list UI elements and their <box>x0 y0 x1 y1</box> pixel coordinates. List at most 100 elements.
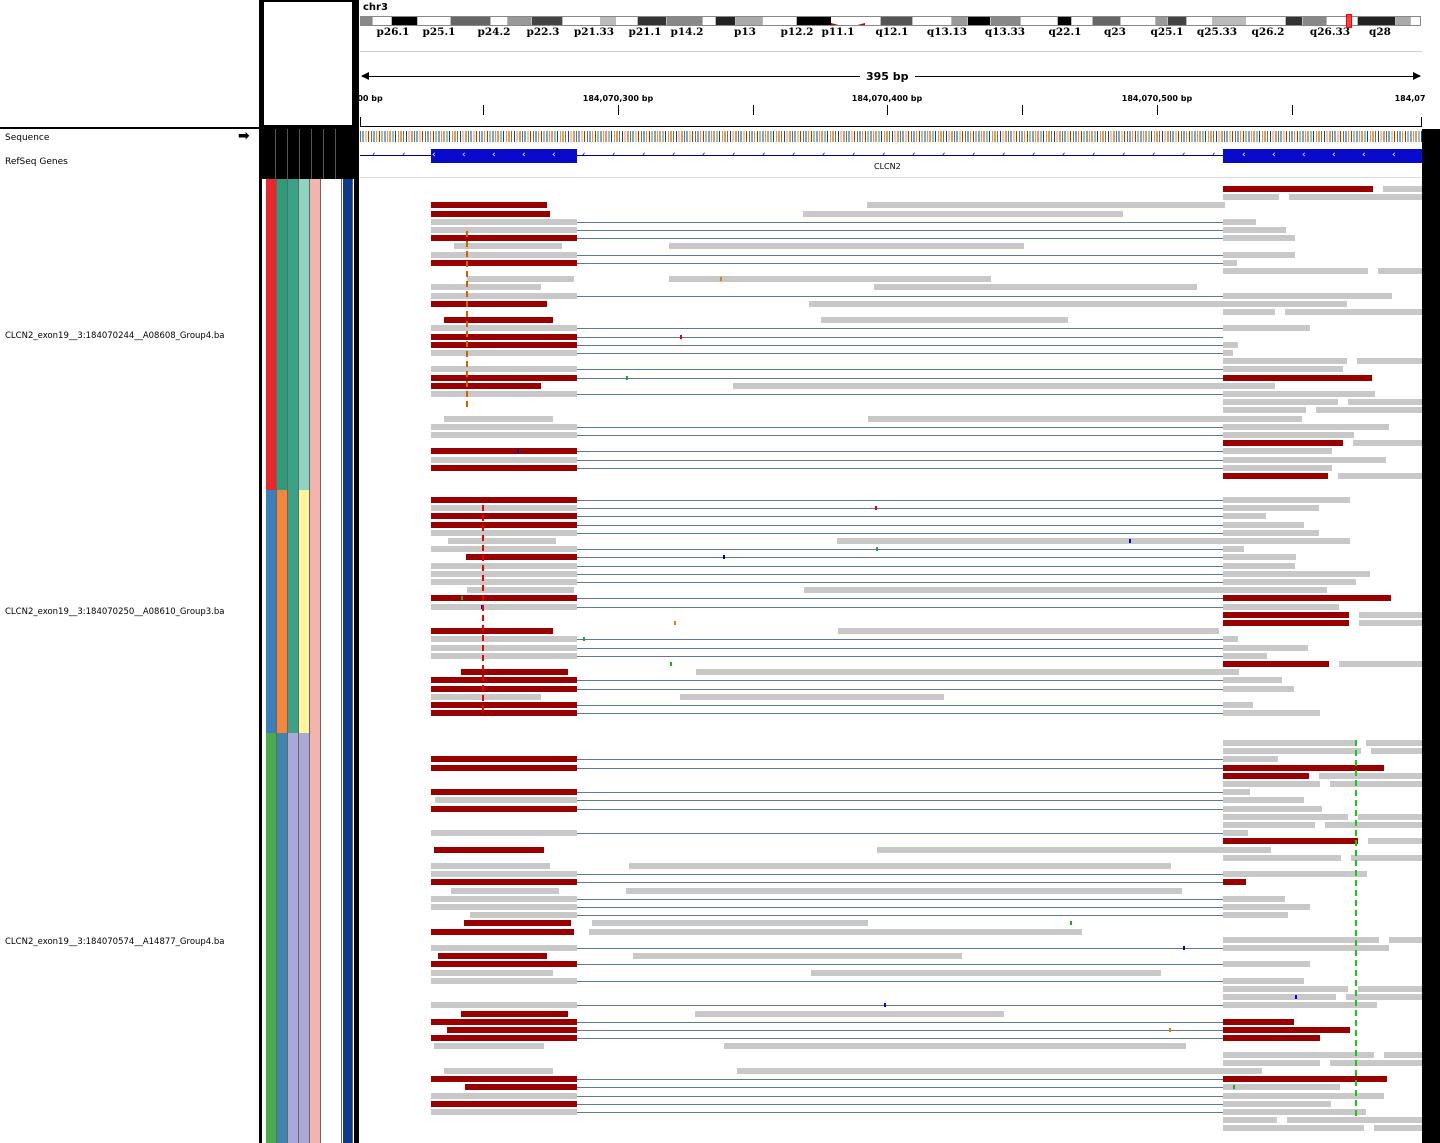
aligned-read[interactable] <box>1223 292 1392 299</box>
attribute-cell[interactable] <box>288 733 299 1143</box>
aligned-read[interactable] <box>431 945 577 951</box>
aligned-read[interactable] <box>1223 912 1288 919</box>
aligned-read[interactable] <box>1223 505 1319 512</box>
aligned-read[interactable] <box>1383 186 1422 192</box>
aligned-read[interactable] <box>1223 781 1320 787</box>
aligned-read[interactable] <box>1371 748 1422 755</box>
aligned-read[interactable] <box>1389 936 1422 943</box>
aligned-read[interactable] <box>431 977 577 984</box>
aligned-read[interactable] <box>1351 854 1422 861</box>
alignment-track-sample-2[interactable] <box>360 497 1422 727</box>
aligned-read[interactable] <box>1223 1051 1374 1058</box>
alignment-track-label-2[interactable]: CLCN2_exon19__3:184070250__A08610_Group3… <box>5 607 225 617</box>
aligned-read[interactable] <box>1223 423 1389 430</box>
aligned-read[interactable] <box>626 887 1182 894</box>
aligned-read[interactable] <box>1223 595 1391 602</box>
aligned-read[interactable] <box>431 928 574 935</box>
aligned-read[interactable] <box>431 456 577 463</box>
aligned-read[interactable] <box>669 243 1024 250</box>
aligned-read[interactable] <box>1223 440 1343 447</box>
aligned-read[interactable] <box>431 961 577 968</box>
aligned-read[interactable] <box>431 764 577 771</box>
aligned-read[interactable] <box>1223 603 1339 610</box>
aligned-read[interactable] <box>1223 391 1375 397</box>
aligned-read[interactable] <box>431 830 577 837</box>
aligned-read[interactable] <box>1223 710 1320 717</box>
aligned-read[interactable] <box>444 317 553 324</box>
aligned-read[interactable] <box>1366 740 1422 746</box>
aligned-read[interactable] <box>868 415 1302 422</box>
alignment-track-sample-3[interactable] <box>360 740 1422 1143</box>
aligned-read[interactable] <box>431 448 577 455</box>
aligned-read[interactable] <box>1223 838 1358 845</box>
aligned-read[interactable] <box>1223 341 1238 348</box>
aligned-read[interactable] <box>1223 235 1295 242</box>
aligned-read[interactable] <box>1223 620 1349 626</box>
aligned-read[interactable] <box>1223 986 1348 992</box>
aligned-read[interactable] <box>1223 661 1329 667</box>
aligned-read[interactable] <box>431 628 553 635</box>
aligned-read[interactable] <box>431 1092 577 1099</box>
aligned-read[interactable] <box>1223 961 1310 968</box>
aligned-read[interactable] <box>1357 358 1422 365</box>
track-label-refseq[interactable]: RefSeq Genes <box>5 157 68 167</box>
aligned-read[interactable] <box>1223 456 1386 463</box>
aligned-read[interactable] <box>1223 879 1246 886</box>
aligned-read[interactable] <box>1223 764 1384 771</box>
aligned-read[interactable] <box>1287 1117 1422 1124</box>
alignment-track-label-3[interactable]: CLCN2_exon19__3:184070574__A14877_Group4… <box>5 937 225 947</box>
aligned-read[interactable] <box>1223 772 1309 779</box>
aligned-read[interactable] <box>1223 822 1315 828</box>
aligned-read[interactable] <box>1223 529 1319 536</box>
aligned-read[interactable] <box>1223 473 1328 479</box>
aligned-read[interactable] <box>1223 570 1370 577</box>
aligned-read[interactable] <box>1223 432 1354 438</box>
aligned-read[interactable] <box>431 202 547 209</box>
aligned-read[interactable] <box>1338 473 1422 479</box>
aligned-read[interactable] <box>1339 661 1422 667</box>
aligned-read[interactable] <box>447 1027 577 1033</box>
attribute-cell[interactable] <box>343 490 353 733</box>
attribute-cell[interactable] <box>277 490 288 733</box>
aligned-read[interactable] <box>431 382 541 389</box>
aligned-read[interactable] <box>431 218 577 225</box>
strand-arrow-icon[interactable]: ➡ <box>238 128 250 144</box>
aligned-read[interactable] <box>1223 562 1295 569</box>
aligned-read[interactable] <box>431 756 577 763</box>
aligned-read[interactable] <box>877 846 1271 853</box>
aligned-read[interactable] <box>431 644 577 651</box>
aligned-read[interactable] <box>431 521 577 528</box>
aligned-read[interactable] <box>1223 259 1237 266</box>
name-panel-divider[interactable] <box>259 0 262 1143</box>
aligned-read[interactable] <box>1223 579 1356 585</box>
alignment-track-sample-1[interactable] <box>360 186 1422 486</box>
aligned-read[interactable] <box>1223 227 1286 233</box>
aligned-read[interactable] <box>1223 611 1349 618</box>
attribute-cell[interactable] <box>288 490 299 733</box>
aligned-read[interactable] <box>431 879 577 886</box>
aligned-read[interactable] <box>431 1035 577 1042</box>
aligned-read[interactable] <box>454 243 562 250</box>
aligned-read[interactable] <box>1223 464 1332 471</box>
aligned-read[interactable] <box>444 415 553 422</box>
aligned-read[interactable] <box>431 895 577 902</box>
aligned-read[interactable] <box>1223 399 1338 406</box>
aligned-read[interactable] <box>1316 407 1422 414</box>
aligned-read[interactable] <box>431 871 577 878</box>
aligned-read[interactable] <box>431 1109 577 1115</box>
aligned-read[interactable] <box>1285 309 1422 315</box>
aligned-read[interactable] <box>1223 407 1306 414</box>
aligned-read[interactable] <box>737 1068 1262 1074</box>
aligned-read[interactable] <box>821 317 1068 324</box>
aligned-read[interactable] <box>1384 1051 1422 1058</box>
aligned-read[interactable] <box>1223 218 1256 225</box>
aligned-read[interactable] <box>1223 309 1275 315</box>
aligned-read[interactable] <box>1223 554 1296 561</box>
aligned-read[interactable] <box>431 529 577 536</box>
aligned-read[interactable] <box>431 969 553 976</box>
aligned-read[interactable] <box>1223 268 1368 274</box>
aligned-read[interactable] <box>1223 813 1348 820</box>
aligned-read[interactable] <box>811 969 1161 976</box>
attribute-cell[interactable] <box>343 179 353 490</box>
aligned-read[interactable] <box>431 333 577 340</box>
